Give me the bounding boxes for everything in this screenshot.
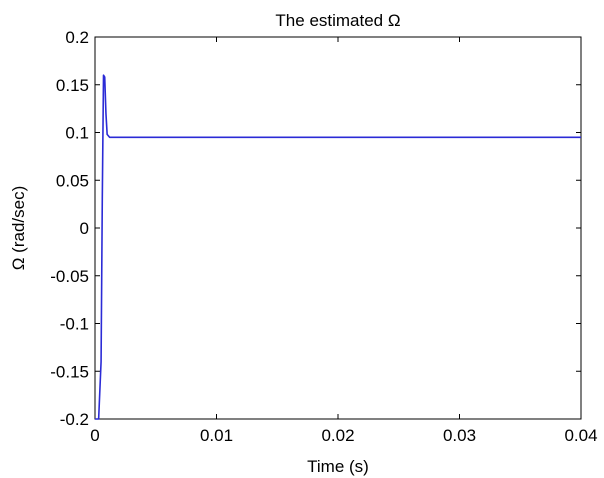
series-layer [95, 74, 581, 420]
y-tick-label: 0.2 [65, 28, 89, 47]
y-tick-label: -0.2 [60, 410, 89, 429]
x-tick-label: 0.03 [443, 426, 476, 445]
y-tick-label: 0.05 [56, 171, 89, 190]
y-tick-label: 0.15 [56, 76, 89, 95]
x-tick-label: 0.01 [200, 426, 233, 445]
y-tick-label: 0 [80, 219, 89, 238]
x-tick-label: 0.04 [564, 426, 597, 445]
y-tick-label: -0.05 [50, 267, 89, 286]
chart-title: The estimated Ω [275, 11, 400, 30]
x-tick-label: 0 [90, 426, 99, 445]
y-tick-label: -0.15 [50, 362, 89, 381]
x-tick-label: 0.02 [321, 426, 354, 445]
y-axis-label: Ω (rad/sec) [9, 186, 28, 271]
series-line [95, 74, 581, 420]
ticks: 0 0.01 0.02 0.03 0.04 -0.2 -0.15 -0.1 -0.05 0 0.05… [50, 28, 597, 445]
y-tick-label: 0.1 [65, 124, 89, 143]
plot-area [94, 36, 582, 420]
x-axis-label: Time (s) [307, 457, 369, 476]
y-tick-label: -0.1 [60, 315, 89, 334]
